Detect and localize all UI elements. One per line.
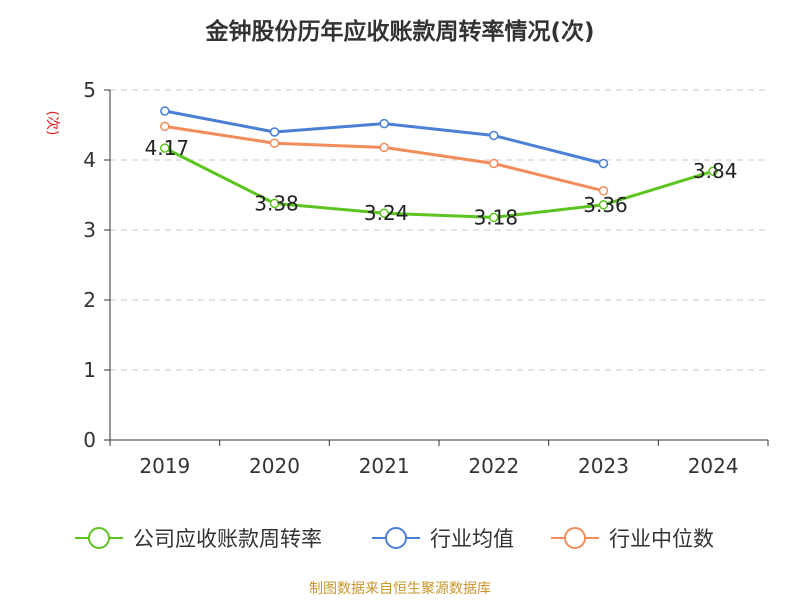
x-tick-label: 2022 [468,454,519,478]
data-point [379,118,389,129]
legend-marker [88,527,110,549]
axes [104,89,769,446]
data-point [489,212,499,223]
data-point [379,208,389,218]
data-point [489,158,499,169]
legend: 公司应收账款周转率 行业均值 行业中位数 [75,527,714,551]
y-axis-label: (次) [44,111,60,136]
data-point [489,130,499,141]
x-tick-label: 2024 [688,454,739,478]
legend-label: 公司应收账款周转率 [133,527,322,551]
data-label: 4.17 [145,136,190,160]
data-point [269,138,280,148]
data-point [269,127,280,137]
y-tick-label: 5 [83,78,96,102]
y-tick-label: 3 [83,218,96,242]
data-point [598,186,609,196]
series-line [164,146,714,219]
legend-marker [385,527,407,549]
x-tick-labels: 2019 2020 2021 2022 2023 2024 [139,454,738,478]
y-tick-label: 1 [83,358,96,382]
data-label: 3.24 [364,201,409,225]
data-point [379,142,389,153]
data-point [708,166,718,176]
data-label: 3.84 [693,159,738,183]
data-point [598,158,609,169]
legend-label: 行业中位数 [609,527,714,551]
data-label: 3.38 [254,191,299,215]
data-point [160,121,170,132]
x-tick-label: 2021 [359,454,410,478]
data-point [160,106,170,116]
data-label: 3.18 [474,205,519,229]
chart-title: 金钟股份历年应收账款周转率情况(次) [205,19,595,45]
legend-marker [564,527,586,549]
y-tick-label: 0 [83,428,96,452]
data-label: 3.36 [583,193,628,217]
legend-item: 行业中位数 [551,527,714,551]
data-point [598,200,609,210]
x-tick-label: 2020 [249,454,300,478]
y-tick-labels: 0 1 2 3 4 5 [83,78,96,452]
legend-label: 行业均值 [430,527,514,551]
legend-item: 行业均值 [372,527,514,551]
series-lines [160,106,718,223]
data-point [160,143,170,153]
y-tick-label: 2 [83,288,96,312]
data-point [269,198,280,209]
data-labels: 4.17 3.38 3.24 3.18 3.36 3.84 [145,136,738,229]
source-note: 制图数据来自恒生聚源数据库 [309,581,491,597]
x-tick-label: 2023 [578,454,629,478]
legend-item: 公司应收账款周转率 [75,527,322,551]
y-tick-label: 4 [83,148,96,172]
x-tick-label: 2019 [139,454,190,478]
